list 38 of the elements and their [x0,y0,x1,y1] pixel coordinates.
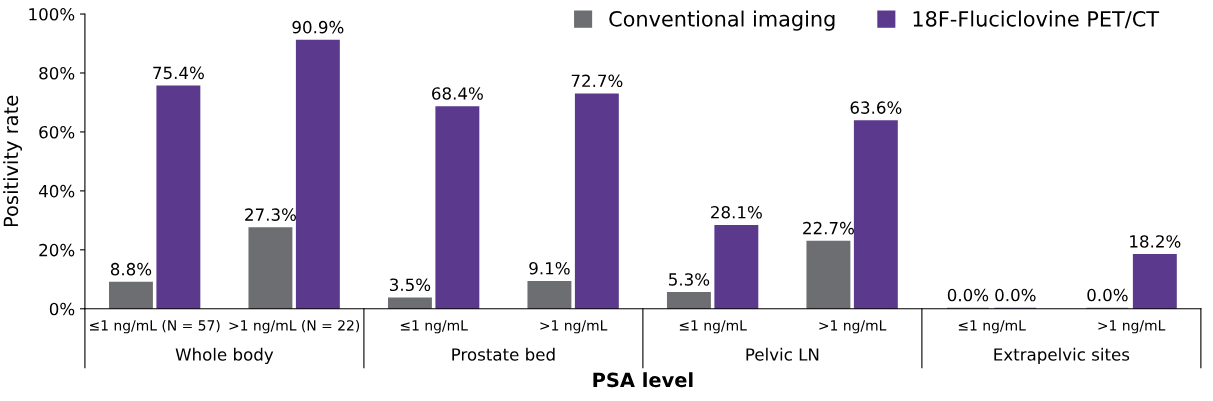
data-label: 5.3% [669,273,710,286]
y-tick-label: 100% [29,8,75,21]
y-tick-label: 40% [38,184,75,198]
y-tick-label: 0% [49,302,75,316]
legend-label: Conventional imaging [609,10,835,31]
data-label: 3.5% [390,278,431,292]
data-label: 0.0% [995,288,1036,302]
data-label: 0.0% [1087,288,1128,302]
x-tick-label: ≤1 ng/mL [679,320,747,334]
x-tick-label: ≤1 ng/mL [400,320,468,334]
data-label: 8.8% [110,262,152,276]
x-tick-label: >1 ng/mL [540,320,608,334]
y-axis-title: Positivity rate [3,95,22,227]
data-label: 27.3% [245,208,296,221]
y-tick-label: 80% [39,66,75,80]
x-tick-label: ≤1 ng/mL [958,320,1026,334]
data-label: 63.6% [850,101,902,114]
data-label: 0.0% [947,288,989,302]
x-tick-label: >1 ng/mL (N = 22) [229,319,360,334]
legend-label: 18F-Fluciclovine PET/CT [913,10,1160,29]
y-tick-label: 20% [39,243,75,257]
data-label: 68.4% [432,87,483,100]
data-label: 90.9% [292,20,344,34]
data-label: 9.1% [529,261,570,275]
text: Whole body [175,347,274,364]
text: Pelvic LN [746,347,819,361]
text: Extrapelvic sites [994,347,1130,364]
data-label: 22.7% [803,221,854,235]
x-axis-title: PSA level [593,372,693,388]
data-label: 18.2% [1130,235,1181,248]
data-label: 28.1% [711,205,762,219]
y-tick-label: 60% [39,125,75,139]
text: Prostate bed [452,347,555,361]
x-tick-label: ≤1 ng/mL (N = 57) [90,319,220,334]
data-label: 72.7% [571,74,623,88]
x-tick-label: >1 ng/mL [819,320,887,334]
data-label: 75.4% [153,66,204,80]
x-tick-label: >1 ng/mL [1098,320,1166,334]
